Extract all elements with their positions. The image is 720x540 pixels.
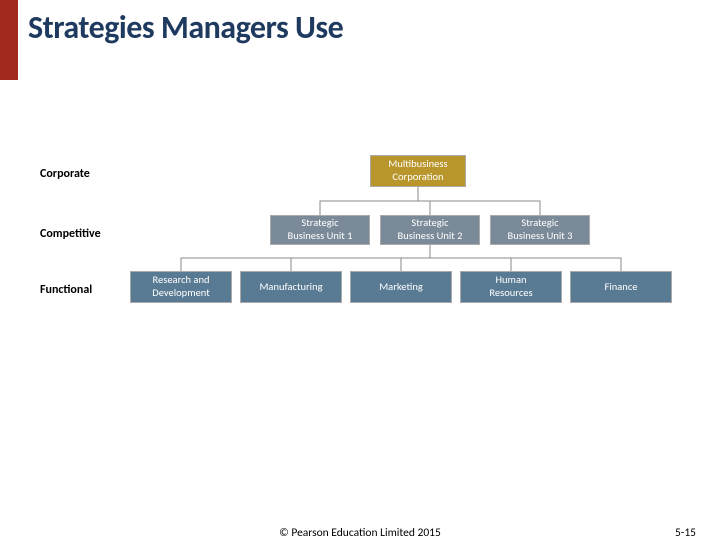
edge [418, 187, 430, 215]
node-corp: MultibusinessCorporation [370, 155, 466, 187]
node-sbu2: StrategicBusiness Unit 2 [380, 215, 480, 245]
node-mfg: Manufacturing [240, 271, 342, 303]
slide-title: Strategies Managers Use [28, 8, 343, 47]
row-label: Competitive [40, 227, 101, 241]
accent-bar [0, 0, 18, 80]
copyright-text: © Pearson Education Limited 2015 [0, 526, 720, 540]
node-rnd: Research andDevelopment [130, 271, 232, 303]
node-fin: Finance [570, 271, 672, 303]
row-label: Functional [40, 283, 92, 297]
edge [430, 245, 621, 271]
edge [181, 245, 430, 271]
edge [418, 187, 540, 215]
node-sbu3: StrategicBusiness Unit 3 [490, 215, 590, 245]
edge [320, 187, 418, 215]
node-mkt: Marketing [350, 271, 452, 303]
page-number: 5-15 [675, 526, 696, 540]
edge [430, 245, 511, 271]
row-label: Corporate [40, 167, 90, 181]
node-hr: HumanResources [460, 271, 562, 303]
edge [291, 245, 430, 271]
edge [401, 245, 430, 271]
node-sbu1: StrategicBusiness Unit 1 [270, 215, 370, 245]
slide: Strategies Managers Use Corporate Competi… [0, 0, 720, 540]
